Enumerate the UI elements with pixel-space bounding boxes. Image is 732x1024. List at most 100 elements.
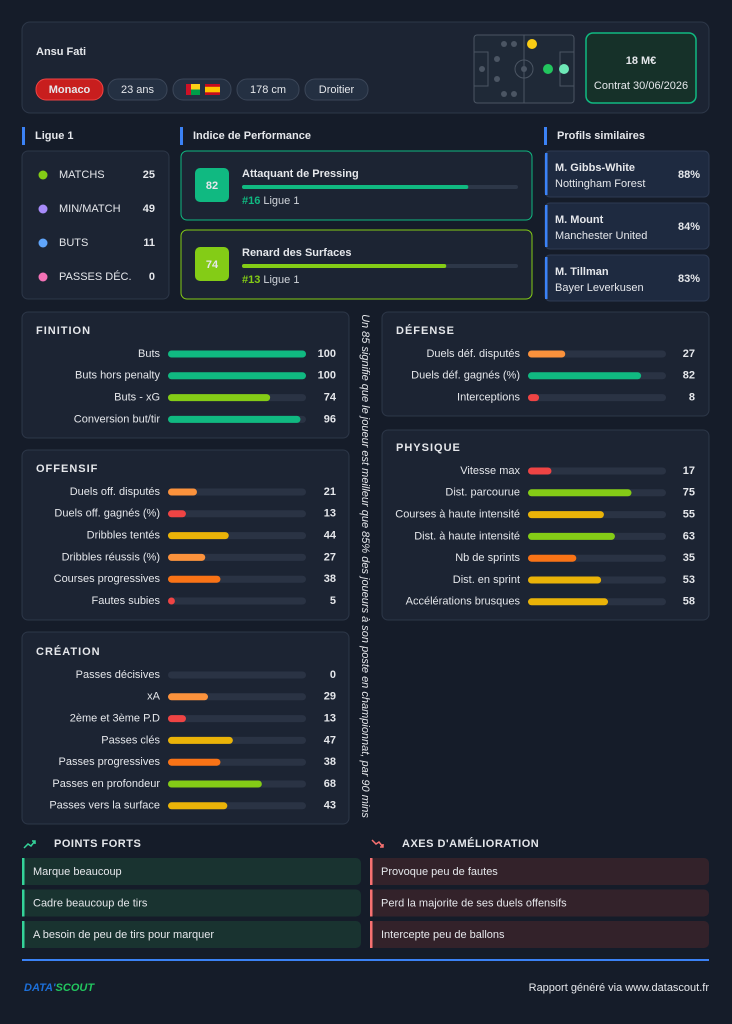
- stat-label: Dist. à haute intensité: [414, 530, 520, 542]
- tag-text: 23 ans: [121, 84, 155, 96]
- stat-label: xA: [147, 691, 161, 703]
- stat-value: 100: [318, 348, 336, 360]
- bar-track: [168, 510, 306, 518]
- list-item: [22, 889, 361, 917]
- list-text: Perd la majorite de ses duels offensifs: [381, 897, 567, 909]
- bar: [528, 511, 604, 519]
- stat-label: Dist. parcourue: [445, 487, 520, 499]
- league-card: [21, 150, 170, 300]
- rank-league: Ligue 1: [263, 274, 299, 286]
- bar: [168, 715, 186, 723]
- stat-label: Passes clés: [101, 734, 160, 746]
- stat-label: Passes progressives: [59, 756, 161, 768]
- stat-label: Passes vers la surface: [49, 800, 160, 812]
- rank-league: Ligue 1: [263, 195, 299, 207]
- stat-label: Interceptions: [457, 392, 520, 404]
- stat-value: 0: [149, 271, 155, 283]
- list-title: AXES D'AMÉLIORATION: [402, 837, 539, 850]
- list-text: Provoque peu de fautes: [381, 866, 498, 878]
- bar: [168, 758, 221, 766]
- stat-label: Courses progressives: [54, 573, 161, 585]
- footer-text: Rapport généré via www.datascout.fr: [529, 982, 710, 994]
- stat-value: 43: [324, 800, 336, 812]
- bar: [168, 597, 175, 605]
- stat-value: 96: [324, 413, 336, 425]
- value-box: [585, 32, 697, 104]
- bar: [528, 394, 540, 402]
- list-accent: [370, 858, 373, 885]
- stat-label: BUTS: [59, 237, 88, 249]
- similar-club: Nottingham Forest: [555, 178, 645, 190]
- stat-value: 63: [683, 530, 695, 542]
- bar: [168, 415, 301, 423]
- stat-label: MATCHS: [59, 169, 105, 181]
- score-box: [195, 247, 229, 281]
- bar: [168, 736, 233, 744]
- stat-value: 100: [318, 370, 336, 382]
- logo-right: SCOUT: [56, 982, 96, 994]
- stat-label: Buts: [138, 348, 161, 360]
- tag: [107, 78, 168, 101]
- score-bar: [242, 264, 447, 268]
- player-name: Ansu Fati: [36, 46, 86, 58]
- similar-name: M. Gibbs-White: [555, 162, 635, 174]
- section-title: OFFENSIF: [36, 463, 98, 475]
- stat-value: 17: [683, 465, 695, 477]
- bar: [528, 576, 602, 584]
- stat-label: Fautes subies: [92, 595, 161, 607]
- similar-name: M. Tillman: [555, 266, 609, 278]
- bar-track: [168, 488, 306, 496]
- list-accent: [22, 889, 25, 917]
- list-accent: [370, 921, 373, 948]
- bar: [528, 350, 566, 358]
- rank: #13: [242, 274, 260, 286]
- tag-text: Droitier: [319, 84, 355, 96]
- list-text: Marque beaucoup: [33, 866, 122, 878]
- stat-label: Duels déf. disputés: [426, 348, 520, 360]
- bar: [528, 489, 632, 497]
- stat-value: 8: [689, 392, 695, 404]
- stat-icon: [38, 204, 48, 214]
- logo: DATA'SCOUT: [24, 982, 95, 994]
- stat-value: 68: [324, 778, 336, 790]
- stat-value: 21: [324, 486, 336, 498]
- stat-label: Vitesse max: [460, 465, 520, 477]
- stat-label: Dribbles réussis (%): [62, 551, 160, 563]
- stat-label: 2ème et 3ème P.D: [70, 713, 160, 725]
- list-icon: [23, 840, 36, 849]
- similar-name: M. Mount: [555, 214, 604, 226]
- stat-value: 0: [330, 669, 336, 681]
- bar: [168, 802, 228, 810]
- stat-label: PASSES DÉC.: [59, 270, 132, 283]
- tag: [35, 78, 104, 101]
- stat-value: 11: [143, 237, 155, 249]
- stat-value: 13: [324, 508, 336, 520]
- tag: [236, 78, 300, 101]
- stat-label: Accélérations brusques: [406, 596, 521, 608]
- stat-value: 27: [683, 348, 695, 360]
- score-bar: [242, 185, 469, 189]
- list-item: [370, 858, 709, 885]
- similarity: 84%: [678, 221, 700, 233]
- section-title: CRÉATION: [36, 645, 101, 658]
- bar: [168, 693, 209, 701]
- section-title: FINITION: [36, 325, 91, 337]
- list-accent: [370, 889, 373, 917]
- bar: [528, 554, 577, 562]
- similarity: 83%: [678, 273, 700, 285]
- stat-value: 38: [324, 756, 336, 768]
- stat-icon: [38, 238, 48, 248]
- similar-accent: [545, 257, 548, 299]
- pitch: [473, 34, 575, 104]
- stat-label: Dist. en sprint: [453, 574, 520, 586]
- header-accent: [544, 127, 547, 145]
- score-box: [195, 168, 229, 202]
- score: 82: [206, 180, 218, 192]
- stat-value: 53: [683, 574, 695, 586]
- rank: #16: [242, 195, 260, 207]
- stat-value: 82: [683, 370, 695, 382]
- bar: [168, 350, 306, 358]
- stat-value: 29: [324, 691, 336, 703]
- section-header: Profils similaires: [557, 130, 645, 142]
- flags: [172, 78, 232, 101]
